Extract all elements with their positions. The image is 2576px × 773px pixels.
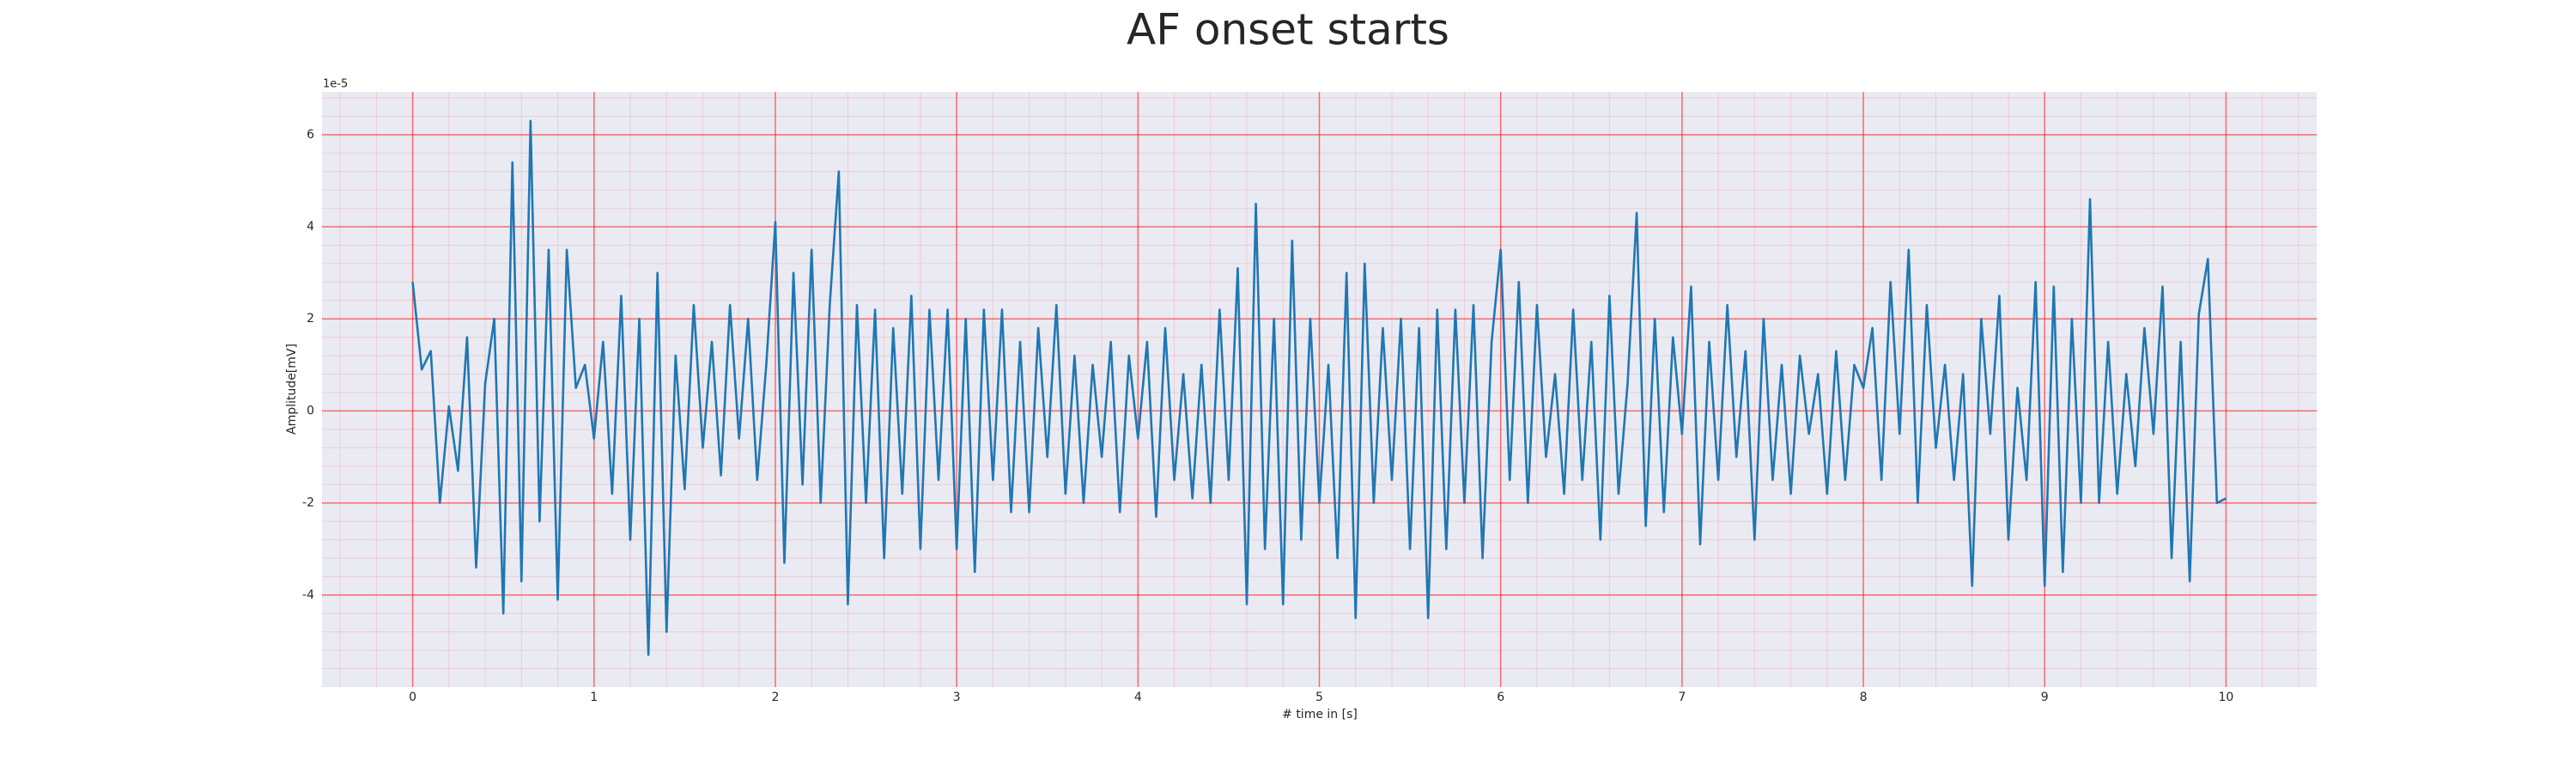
x-tick-label: 9 — [2041, 691, 2049, 704]
signal-line — [411, 119, 2227, 656]
y-tick-label: 2 — [307, 312, 314, 326]
y-tick-label: -4 — [302, 588, 314, 602]
x-tick-label: 5 — [1315, 691, 1323, 704]
x-tick-label: 6 — [1497, 691, 1504, 704]
x-tick-label: 3 — [953, 691, 961, 704]
x-tick-label: 10 — [2218, 691, 2233, 704]
x-axis-label: # time in [s] — [1282, 708, 1358, 721]
chart-title: AF onset starts — [1127, 5, 1449, 55]
x-tick-label: 7 — [1678, 691, 1686, 704]
y-tick-label: 0 — [307, 404, 314, 417]
y-tick-label: -2 — [302, 496, 314, 510]
y-tick-label: 6 — [307, 128, 314, 142]
x-tick-label: 8 — [1860, 691, 1868, 704]
x-tick-label: 2 — [771, 691, 779, 704]
y-tick-label: 4 — [307, 220, 314, 234]
offset-label: 1e-5 — [323, 78, 348, 91]
x-tick-label: 0 — [409, 691, 416, 704]
x-tick-label: 4 — [1134, 691, 1142, 704]
y-axis-label: Amplitude[mV] — [285, 344, 299, 435]
x-tick-label: 1 — [590, 691, 598, 704]
